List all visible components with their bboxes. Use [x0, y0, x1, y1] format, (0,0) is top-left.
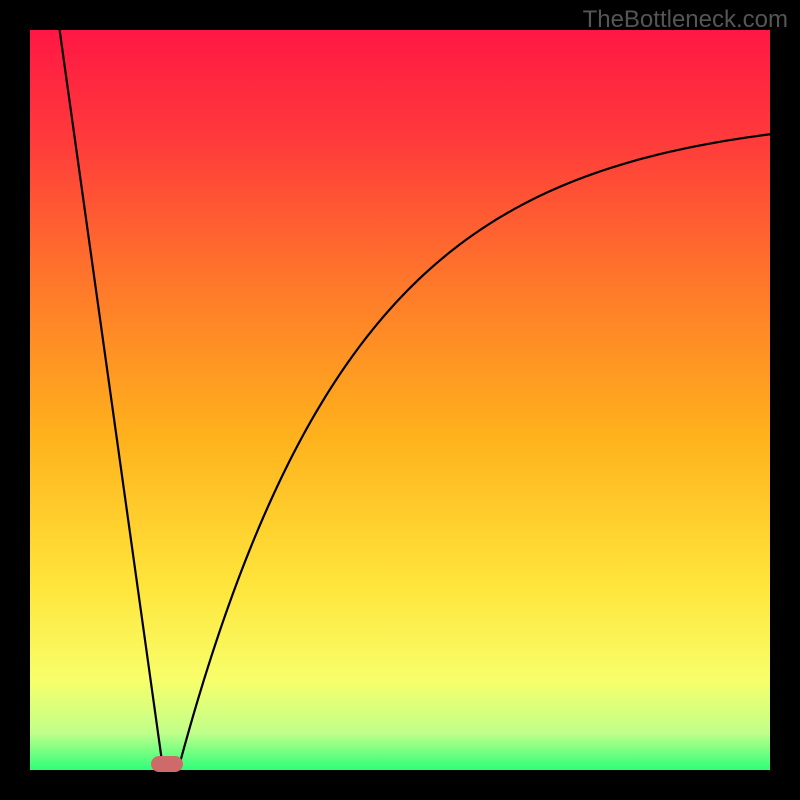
bottleneck-chart: [0, 0, 800, 800]
plot-background: [30, 30, 770, 770]
chart-container: TheBottleneck.com: [0, 0, 800, 800]
optimal-point-marker: [151, 756, 184, 772]
watermark: TheBottleneck.com: [583, 6, 788, 34]
